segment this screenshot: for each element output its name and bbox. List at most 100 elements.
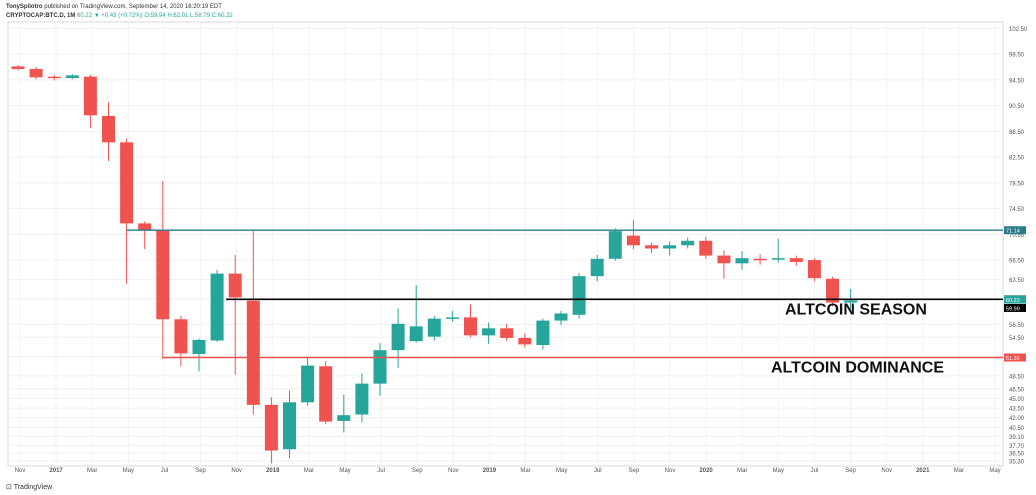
candle-body [120, 142, 134, 224]
y-tick-label: 98.50 [1009, 53, 1025, 59]
y-tick-label: 78.50 [1009, 181, 1025, 187]
x-tick-label: Mar [737, 468, 747, 474]
candle-body [355, 383, 369, 415]
x-tick-label: 2020 [699, 468, 713, 474]
y-tick-label: 40.50 [1009, 426, 1025, 432]
candle-body [645, 245, 658, 249]
candle-body [283, 402, 296, 450]
candle-body [337, 415, 351, 421]
price-tag [1004, 303, 1026, 312]
candle-body [192, 339, 206, 355]
x-tick-label: Nov [448, 468, 459, 474]
x-tick-label: 2019 [483, 468, 497, 474]
candle-body [138, 223, 152, 231]
ohlc-values: O:59.94 H:62.01 L:58.79 C:60.22 [144, 13, 233, 19]
x-tick-label: Sep [845, 468, 856, 474]
candle-body [47, 76, 61, 79]
symbol-label: CRYPTOCAP:BTC.D, 1M [6, 13, 76, 19]
y-tick-label: 66.50 [1009, 259, 1025, 265]
y-tick-label: 82.50 [1009, 156, 1025, 162]
y-tick-label: 35.30 [1009, 459, 1025, 465]
candle-body [753, 258, 767, 261]
x-tick-label: Jul [161, 468, 169, 474]
candle-body [807, 260, 821, 279]
y-tick-label: 90.50 [1009, 104, 1025, 110]
candle-body [11, 66, 25, 69]
candle-body [445, 317, 459, 319]
plot-frame [7, 21, 1004, 467]
candle-body [409, 326, 423, 342]
candle-body [482, 328, 496, 336]
x-tick-label: May [989, 468, 1000, 474]
price-tag [1004, 295, 1026, 304]
level-tag [1004, 353, 1026, 362]
publish-info: published on TradingView.com, September … [44, 4, 222, 10]
candle-body [608, 231, 622, 259]
tradingview-brand: TradingView [13, 484, 53, 491]
x-tick-label: Sep [195, 468, 206, 474]
candle-body [590, 258, 604, 277]
candle-body [246, 300, 260, 405]
candle-body [626, 235, 640, 246]
y-tick-label: 102.50 [1009, 27, 1028, 33]
candle-body [373, 350, 387, 384]
candle-body [83, 76, 97, 116]
x-tick-label: 2021 [916, 468, 930, 474]
x-tick-label: Nov [881, 468, 892, 474]
level-tag-label: 51.36 [1006, 356, 1020, 362]
y-tick-label: 74.50 [1009, 207, 1025, 213]
x-tick-label: May [773, 468, 784, 474]
x-tick-label: 2018 [266, 468, 280, 474]
candle-body [228, 273, 242, 298]
candle-body [102, 115, 115, 143]
y-tick-label: 70.50 [1009, 233, 1025, 239]
candle-body [681, 240, 695, 246]
y-tick-label: 36.50 [1009, 452, 1025, 458]
candle-body [319, 366, 333, 422]
candle-body [65, 75, 79, 78]
x-tick-label: Sep [412, 468, 423, 474]
candle-body [844, 300, 858, 303]
candle-body [572, 276, 586, 315]
price-tag-label: 59.99 [1006, 306, 1020, 312]
altcoin-season-annotation: ALTCOIN SEASON [785, 301, 927, 318]
x-tick-label: Mar [954, 468, 964, 474]
x-tick-label: May [339, 468, 350, 474]
candle-body [826, 278, 839, 303]
y-tick-label: 56.50 [1009, 323, 1025, 329]
candle-body [174, 319, 188, 354]
y-tick-label: 39.10 [1009, 435, 1025, 441]
candle-body [427, 318, 441, 337]
level-tag [1004, 226, 1026, 235]
candle-body [464, 317, 477, 336]
candle-body [500, 328, 514, 338]
x-tick-label: Jul [811, 468, 819, 474]
x-tick-label: Sep [629, 468, 640, 474]
x-tick-label: May [123, 468, 134, 474]
y-tick-label: 42.00 [1009, 416, 1025, 422]
author-name: TonySpilotro [6, 4, 43, 10]
candle-body [771, 258, 785, 260]
x-tick-label: Nov [231, 468, 242, 474]
x-tick-label: Nov [665, 468, 676, 474]
candle-body [699, 240, 713, 256]
tradingview-icon: ⊡ [6, 484, 12, 491]
candle-body [663, 245, 677, 249]
y-tick-label: 94.50 [1009, 78, 1025, 84]
price-tag-label: 60.22 [1006, 298, 1020, 304]
y-tick-label: 37.70 [1009, 444, 1025, 450]
y-tick-label: 43.50 [1009, 407, 1025, 413]
x-tick-label: Mar [87, 468, 97, 474]
tradingview-logo: ⊡ TradingView [6, 483, 52, 491]
candle-body [554, 313, 568, 321]
candle-body [735, 258, 749, 264]
x-tick-label: Mar [520, 468, 530, 474]
chart-header: TonySpilotro published on TradingView.co… [6, 3, 233, 21]
x-tick-label: Mar [304, 468, 314, 474]
x-tick-label: Jul [377, 468, 385, 474]
y-tick-label: 48.50 [1009, 374, 1025, 380]
candle-body [717, 255, 731, 264]
level-tag-label: 71.14 [1006, 229, 1020, 235]
candle-body [536, 320, 550, 346]
